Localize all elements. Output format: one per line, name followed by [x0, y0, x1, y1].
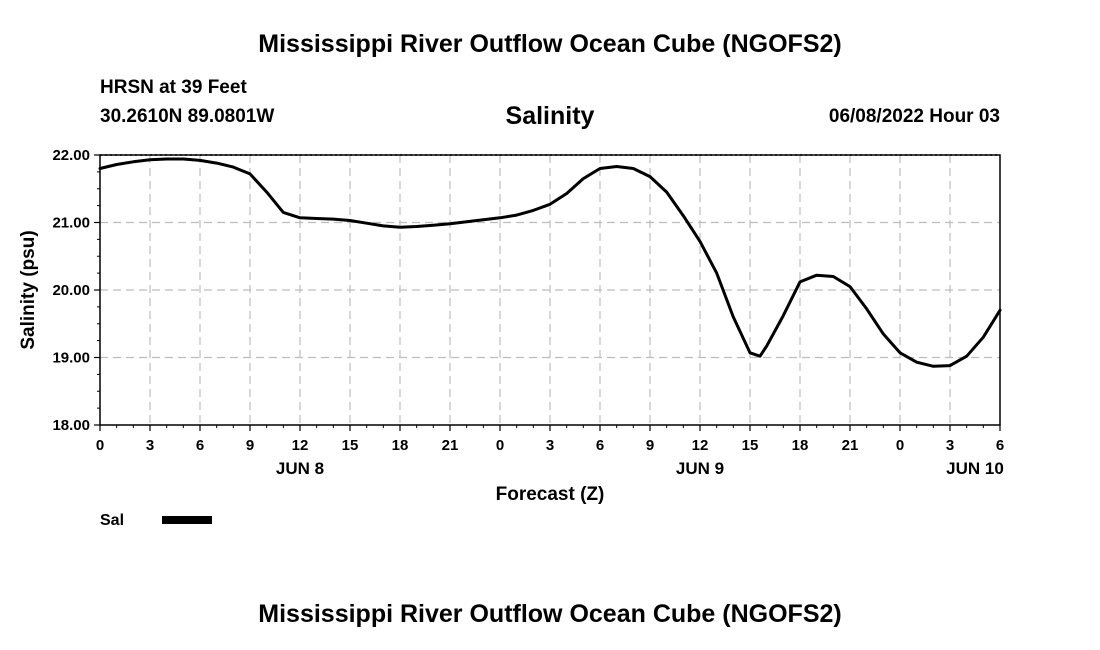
x-tick-label: 9 — [646, 437, 654, 454]
x-axis-label: Forecast (Z) — [496, 484, 605, 505]
date-label: JUN 9 — [676, 459, 724, 478]
footer-title: Mississippi River Outflow Ocean Cube (NG… — [258, 600, 842, 628]
y-tick-label: 22.00 — [52, 147, 90, 164]
x-tick-label: 21 — [842, 437, 859, 454]
station-label: HRSN at 39 Feet — [100, 77, 247, 98]
x-tick-label: 0 — [896, 437, 904, 454]
chart-title: Salinity — [505, 102, 595, 130]
datetime-label: 06/08/2022 Hour 03 — [828, 106, 1000, 127]
series-layer — [98, 157, 1002, 368]
x-tick-label: 0 — [496, 437, 504, 454]
series-line-sal — [98, 157, 1002, 368]
x-tick-label: 21 — [442, 437, 459, 454]
x-tick-label: 9 — [246, 437, 254, 454]
x-tick-label: 3 — [546, 437, 554, 454]
coordinates-label: 30.2610N 89.0801W — [100, 106, 275, 127]
date-label: JUN 10 — [946, 459, 1004, 478]
tick-layer: 0 3 6 9 12 15 18 21 0 3 6 9 12 15 18 21 0 3 6 JUN 8 JUN 9 JUN… — [52, 147, 1004, 478]
y-tick-label: 21.00 — [52, 215, 90, 232]
x-tick-label: 6 — [996, 437, 1004, 454]
x-tick-label: 15 — [342, 437, 359, 454]
grid-layer — [100, 154, 1000, 425]
x-tick-label: 0 — [96, 437, 104, 454]
x-tick-label: 18 — [792, 437, 809, 454]
legend-label: Sal — [100, 512, 124, 529]
x-tick-label: 6 — [596, 437, 604, 454]
x-tick-label: 12 — [292, 437, 309, 454]
x-tick-label: 15 — [742, 437, 759, 454]
y-axis-label: Salinity (psu) — [18, 230, 39, 349]
y-tick-label: 18.00 — [52, 417, 90, 434]
x-tick-label: 6 — [196, 437, 204, 454]
x-tick-label: 3 — [146, 437, 154, 454]
x-tick-label: 3 — [946, 437, 954, 454]
y-tick-label: 19.00 — [52, 350, 90, 367]
page-title: Mississippi River Outflow Ocean Cube (NG… — [258, 30, 842, 58]
x-tick-label: 12 — [692, 437, 709, 454]
y-tick-label: 20.00 — [52, 282, 90, 299]
date-label: JUN 8 — [276, 459, 324, 478]
x-tick-label: 18 — [392, 437, 409, 454]
